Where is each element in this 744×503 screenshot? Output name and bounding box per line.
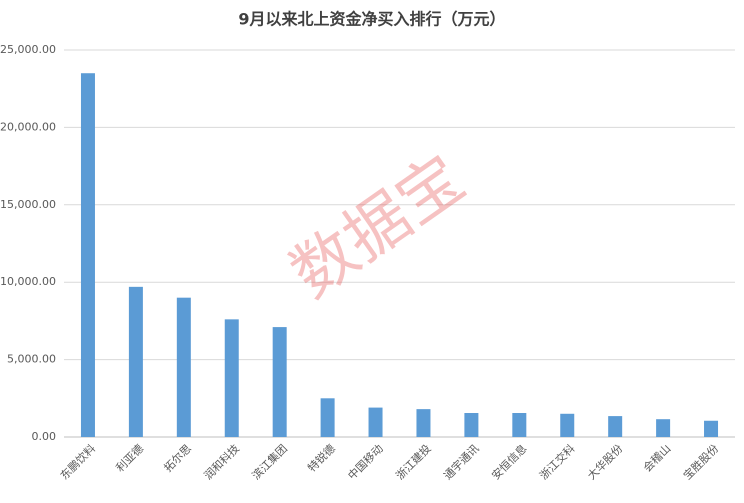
bar	[80, 73, 95, 437]
bar	[272, 327, 287, 437]
bar	[176, 297, 191, 437]
x-tick-label: 浙江建投	[393, 441, 434, 482]
x-tick-label: 东鹏饮料	[57, 441, 98, 482]
bar	[128, 286, 143, 437]
x-tick-label: 宝胜股份	[680, 441, 721, 482]
y-tick-label: 0.00	[32, 430, 57, 443]
bar	[464, 413, 479, 437]
x-tick-label: 利亚德	[113, 441, 146, 474]
y-tick-label: 20,000.00	[0, 120, 56, 133]
y-tick-label: 5,000.00	[7, 353, 56, 366]
bar	[320, 398, 335, 437]
x-tick-label: 润和科技	[201, 441, 242, 482]
chart-title: 9月以来北上资金净买入排行（万元）	[238, 10, 505, 29]
y-tick-label: 15,000.00	[0, 198, 56, 211]
x-tick-label: 浙江交科	[536, 441, 577, 482]
bar	[368, 407, 383, 437]
x-tick-label: 会稽山	[640, 441, 673, 474]
bar	[608, 416, 623, 437]
watermark: 数据宝	[278, 142, 478, 313]
bar	[416, 409, 431, 437]
x-tick-label: 通宇通讯	[441, 442, 481, 482]
y-tick-label: 10,000.00	[0, 275, 56, 288]
bar	[224, 319, 239, 437]
bar	[560, 413, 575, 437]
x-tick-label: 中国移动	[345, 442, 385, 482]
x-tick-label: 特锐德	[305, 441, 338, 474]
x-tick-label: 拓尔思	[161, 441, 194, 474]
x-tick-label: 大华股份	[584, 441, 625, 482]
bar	[704, 420, 719, 437]
x-tick-label: 滨江集团	[249, 441, 290, 482]
bar	[656, 419, 671, 437]
x-tick-label: 安恒信息	[489, 441, 530, 482]
bar	[512, 413, 527, 437]
y-tick-label: 25,000.00	[0, 43, 56, 56]
